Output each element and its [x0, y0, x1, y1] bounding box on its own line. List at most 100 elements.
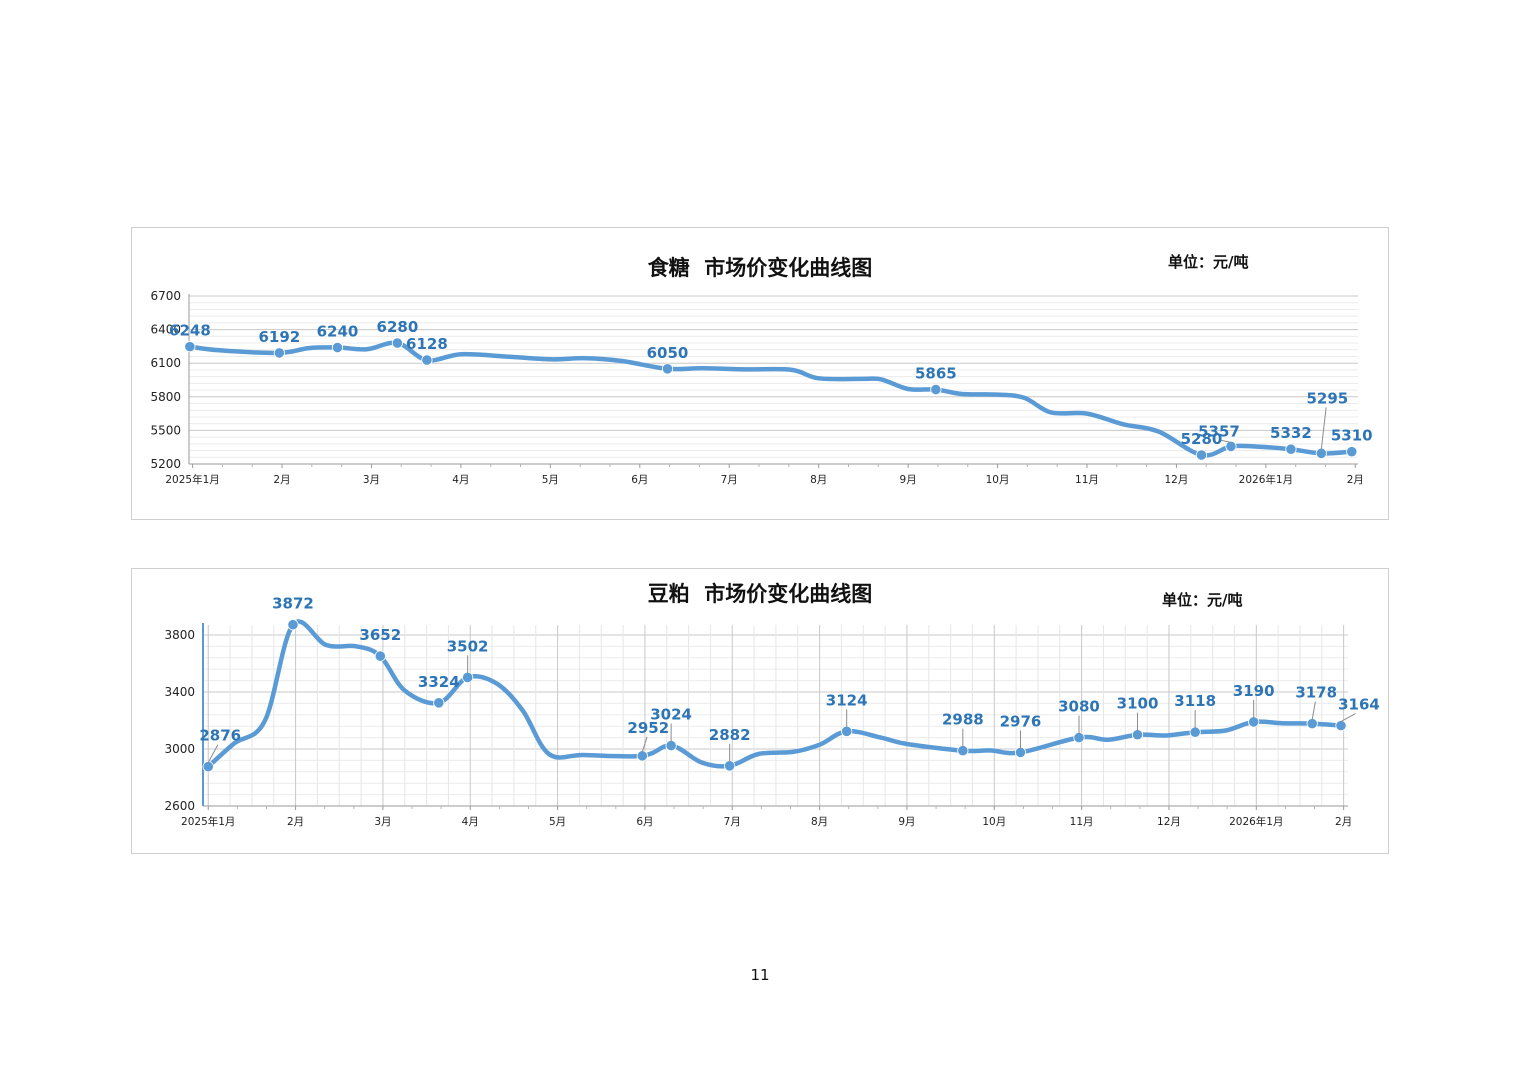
data-point [462, 671, 474, 684]
data-label: 2976 [1000, 712, 1042, 730]
y-tick-label: 5800 [150, 390, 181, 404]
y-tick-label: 6700 [150, 289, 181, 303]
data-point [1225, 440, 1237, 453]
data-label: 5310 [1331, 427, 1373, 445]
soybean-meal-plot: 2600 3000 3400 3800 2025年1月 2月 3月 4月 5月 6月 7月 8月 9月 1… [164, 595, 1380, 828]
y-tick-label: 6100 [150, 356, 181, 370]
y-tick-label: 5500 [150, 423, 181, 437]
x-tick-label: 2月 [1335, 816, 1352, 828]
label-leader-line [207, 744, 219, 763]
x-tick-label: 6月 [631, 474, 648, 486]
x-tick-label: 3月 [374, 816, 391, 828]
data-point [374, 650, 386, 662]
data-point [287, 619, 299, 631]
data-point [184, 341, 196, 353]
sugar-chart: 食糖 市场价变化曲线图 单位：元/吨 5200 5500 5800 6100 6400 6… [131, 227, 1389, 520]
x-tick-label: 4月 [452, 474, 469, 486]
x-tick-label: 2月 [1347, 474, 1364, 486]
label-leader-line [641, 736, 648, 752]
series-line [187, 340, 1354, 458]
x-tick-label: 6月 [636, 816, 653, 828]
data-point [1346, 446, 1358, 458]
data-point [1335, 720, 1347, 732]
data-label: 3024 [650, 706, 692, 724]
data-label: 3080 [1058, 698, 1100, 716]
x-tick-label: 10月 [986, 474, 1010, 486]
data-point [1315, 447, 1327, 459]
data-label: 6240 [317, 323, 359, 341]
page-number: 11 [750, 966, 770, 984]
x-tick-label: 3月 [363, 474, 380, 486]
x-tick-label: 2026年1月 [1239, 473, 1293, 486]
data-point [1306, 718, 1318, 730]
x-tick-label: 5月 [542, 474, 559, 486]
label-leader-line [1320, 407, 1327, 450]
data-point [724, 760, 736, 772]
data-label: 3118 [1174, 692, 1216, 710]
data-point [1014, 746, 1027, 759]
x-tick-label: 4月 [462, 816, 479, 828]
y-tick-label: 2600 [164, 799, 195, 813]
data-label: 3324 [418, 673, 460, 691]
label-leader-line [1221, 439, 1232, 443]
x-tick-label: 5月 [549, 816, 566, 828]
x-tick-label: 2月 [287, 816, 304, 828]
x-tick-label: 12月 [1164, 474, 1188, 486]
sugar-plot: 5200 5500 5800 6100 6400 6700 2025年1月 2月 3月 4月 5月 6… [150, 289, 1373, 486]
data-label: 5295 [1306, 389, 1348, 407]
label-leader-line [1340, 713, 1356, 723]
x-tick-label: 8月 [810, 474, 827, 486]
data-point [391, 337, 403, 349]
data-label: 3164 [1338, 696, 1380, 714]
data-label: 2988 [942, 711, 984, 729]
data-label: 5865 [915, 365, 957, 383]
x-tick-label: 9月 [900, 474, 917, 486]
data-label: 5357 [1198, 422, 1240, 440]
x-tick-label: 2025年1月 [165, 473, 219, 486]
y-tick-label: 6400 [150, 323, 181, 337]
data-point [433, 697, 445, 709]
data-label: 2952 [627, 719, 669, 737]
data-label: 3872 [272, 595, 314, 613]
data-point [331, 341, 344, 354]
data-label: 3178 [1295, 684, 1337, 702]
x-tick-label: 9月 [898, 816, 915, 828]
y-tick-label: 3400 [164, 685, 195, 699]
chart-unit: 单位：元/吨 [1168, 253, 1249, 271]
data-point [1285, 443, 1297, 455]
data-point [930, 383, 942, 396]
chart-title: 食糖 市场价变化曲线图 [647, 256, 873, 280]
data-point [1195, 449, 1208, 461]
data-point [1248, 716, 1260, 728]
x-tick-label: 2025年1月 [181, 815, 235, 828]
data-point [1131, 729, 1144, 741]
data-label: 3124 [826, 691, 868, 709]
data-label: 3190 [1233, 682, 1275, 700]
y-tick-label: 3800 [164, 628, 195, 642]
data-label: 6128 [406, 335, 448, 353]
soybean-meal-chart: 豆粕 市场价变化曲线图 单位：元/吨 2600 3000 3400 3800 2025年… [131, 568, 1389, 854]
data-point [661, 363, 674, 375]
chart-unit: 单位：元/吨 [1162, 591, 1243, 609]
data-label: 3652 [359, 626, 401, 644]
data-label: 6248 [169, 322, 211, 340]
data-label: 5280 [1181, 430, 1223, 448]
x-tick-label: 7月 [721, 474, 738, 486]
data-label: 2882 [709, 726, 751, 744]
x-tick-label: 2026年1月 [1229, 815, 1283, 828]
y-tick-label: 5200 [150, 457, 181, 471]
data-label: 3100 [1117, 695, 1159, 713]
data-label: 6050 [647, 344, 689, 362]
data-point [273, 347, 285, 359]
data-label: 3502 [447, 637, 489, 655]
chart-title: 豆粕 市场价变化曲线图 [647, 582, 873, 606]
x-tick-label: 12月 [1157, 816, 1181, 828]
data-label: 6280 [377, 318, 419, 336]
x-tick-label: 7月 [724, 816, 741, 828]
x-tick-label: 10月 [982, 816, 1006, 828]
data-point [1073, 731, 1085, 744]
data-point [202, 761, 214, 773]
data-label: 2876 [199, 727, 241, 745]
data-point [665, 739, 677, 752]
data-label: 6192 [258, 328, 300, 346]
